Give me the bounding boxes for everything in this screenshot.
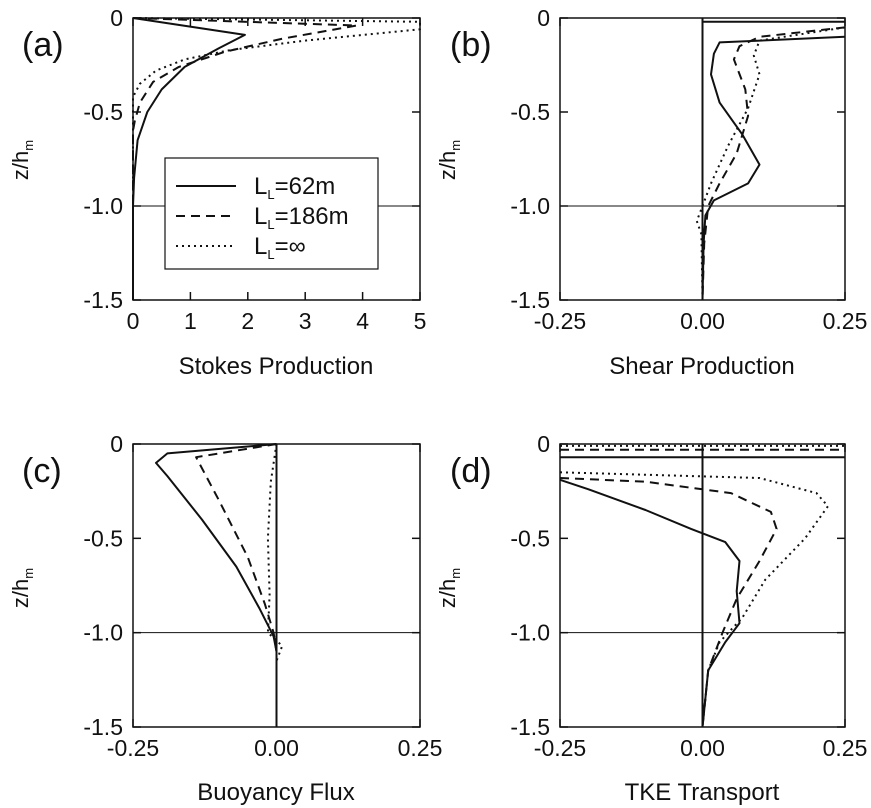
y-tick-label: -1.0 [510, 193, 550, 219]
x-tick-label: 0.25 [398, 735, 443, 761]
x-tick-label: 0.25 [823, 735, 868, 761]
x-tick-label: 0.25 [823, 308, 868, 334]
y-tick-label: 0 [537, 5, 550, 31]
x-tick-label: -0.25 [534, 735, 586, 761]
y-axis-label: z/hm [8, 568, 36, 608]
y-tick-label: 0 [110, 431, 123, 457]
panel-letter: (c) [22, 452, 62, 490]
x-axis-label: TKE Transport [625, 779, 780, 806]
series-line-3 [695, 26, 846, 301]
x-tick-label: 1 [184, 308, 197, 334]
y-tick-label: -0.5 [83, 99, 123, 125]
legend-entry-label: LL=∞ [254, 233, 306, 262]
x-tick-label: 3 [299, 308, 312, 334]
y-axis-label: z/hm [435, 140, 463, 180]
y-tick-label: 0 [110, 5, 123, 31]
x-tick-label: 0.00 [680, 308, 725, 334]
y-tick-label: -1.0 [83, 620, 123, 646]
panel-letter: (d) [450, 452, 492, 490]
y-tick-label: -1.0 [510, 620, 550, 646]
x-tick-label: 4 [356, 308, 369, 334]
y-tick-label: -1.5 [83, 714, 123, 740]
series-line-1 [701, 35, 846, 301]
legend-box [164, 157, 379, 270]
series-line-1 [132, 17, 246, 300]
x-axis-label: Buoyancy Flux [197, 779, 354, 806]
x-tick-label: 0 [127, 308, 140, 334]
panel-a: 0 1 2 3 4 5 0 -0.5 -1.0 -1.5 (a) Stokes Production z… [8, 5, 426, 380]
series-line-3 [559, 471, 829, 728]
x-tick-label: 0.00 [254, 735, 299, 761]
series-line-1 [155, 443, 278, 727]
series-line-2 [195, 443, 278, 727]
panel-letter: (b) [450, 26, 492, 64]
y-tick-label: -1.0 [83, 193, 123, 219]
x-axis-label: Shear Production [609, 353, 794, 380]
y-tick-label: -0.5 [510, 99, 550, 125]
y-tick-label: -1.5 [83, 287, 123, 313]
series-line-2 [701, 26, 846, 301]
y-tick-label: -1.5 [510, 714, 550, 740]
y-tick-label: -0.5 [510, 525, 550, 551]
x-tick-label: -0.25 [107, 735, 159, 761]
y-tick-label: 0 [537, 431, 550, 457]
x-tick-label: -0.25 [534, 308, 586, 334]
panel-b: -0.25 0.00 0.25 0 -0.5 -1.0 -1.5 (b) Shear Produ… [435, 5, 867, 380]
panel-c: -0.25 0.00 0.25 0 -0.5 -1.0 -1.5 (c) Buoyancy Fl… [8, 431, 442, 806]
series-line-2 [132, 17, 358, 300]
y-tick-label: -0.5 [83, 525, 123, 551]
x-tick-label: 5 [414, 308, 427, 334]
series-line-3 [266, 443, 284, 727]
legend-entry-label: LL=62m [254, 173, 335, 202]
x-axis-label: Stokes Production [179, 353, 374, 380]
panel-d: -0.25 0.00 0.25 0 -0.5 -1.0 -1.5 (d) TKE Transpo… [435, 431, 867, 806]
panel-letter: (a) [22, 26, 64, 64]
y-axis-label: z/hm [435, 568, 463, 608]
series-line-1 [559, 478, 741, 728]
series-line-2 [559, 477, 778, 728]
y-axis-label: z/hm [8, 140, 36, 180]
x-tick-label: 0.00 [680, 735, 725, 761]
legend-entry-label: LL=186m [254, 203, 349, 232]
x-tick-label: 2 [241, 308, 254, 334]
y-tick-label: -1.5 [510, 287, 550, 313]
